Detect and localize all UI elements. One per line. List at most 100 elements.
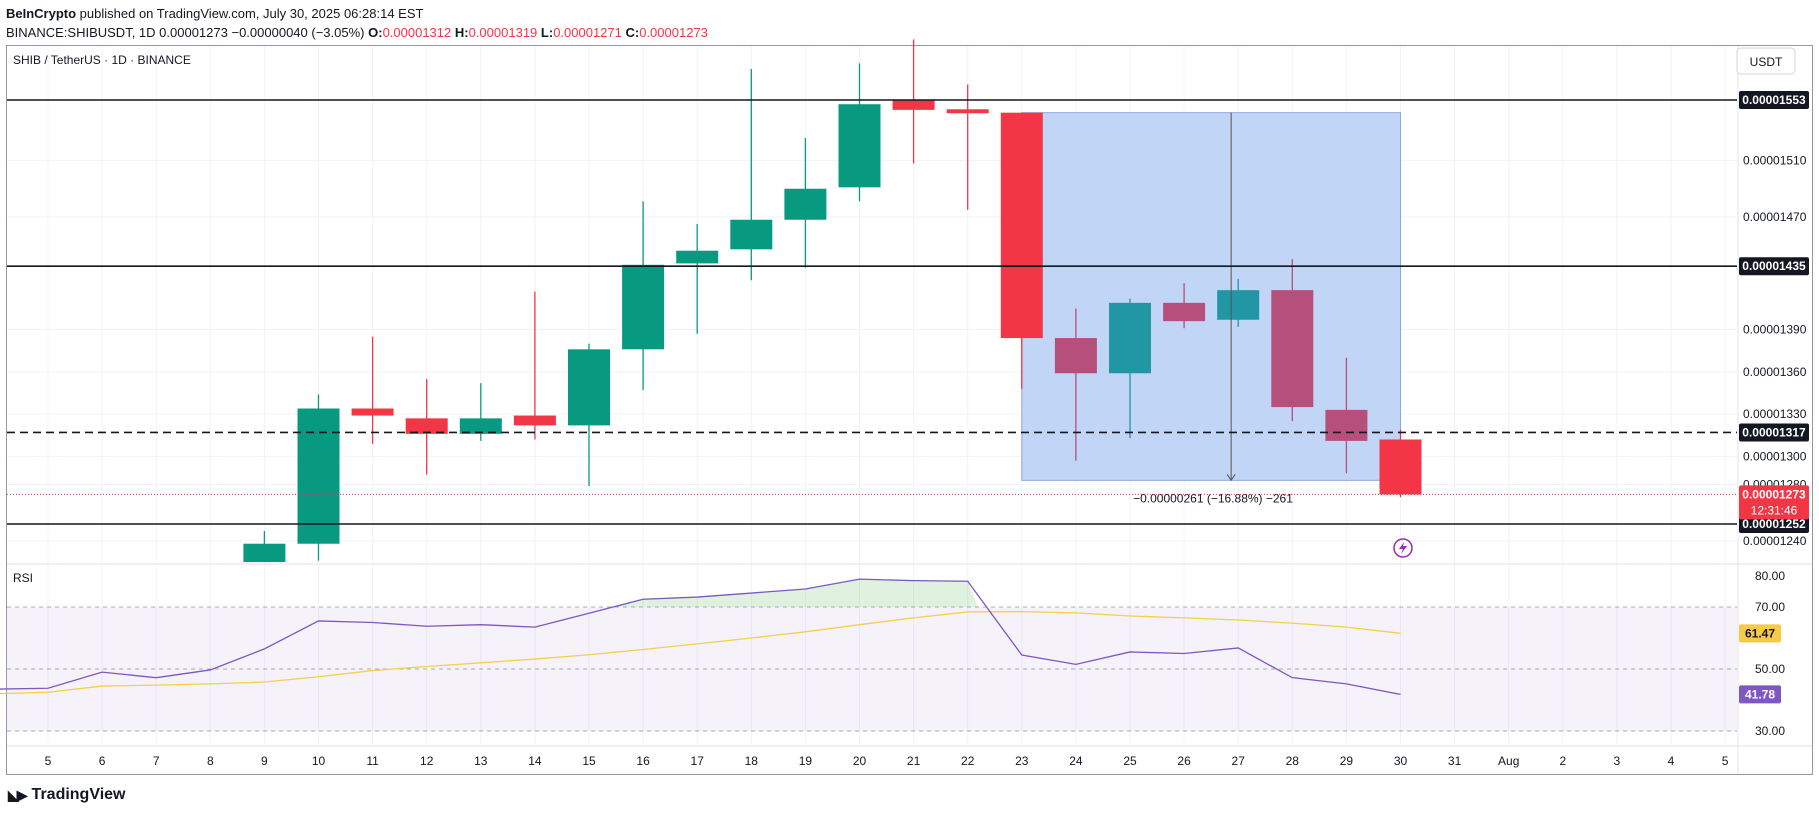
level-price-label: 0.00001252 [1742,517,1806,531]
grid-lines [7,46,1812,774]
rsi-title: RSI [13,571,33,585]
tradingview-logo[interactable]: ◣▶ TradingView [8,786,126,804]
candle-body [730,219,773,250]
candle-body [1163,302,1206,322]
high-value: 0.00001319 [468,25,538,40]
price-axis[interactable]: 0.00001510 0.00001470 0.00001390 0.00001360… [1739,91,1809,738]
candle-up [1217,278,1260,327]
rsi-tick-label: 70.00 [1755,600,1785,614]
time-tick-label: 2 [1559,754,1566,768]
open-label: O: [368,25,383,40]
time-tick-label: 8 [207,754,214,768]
publish-line: BeInCrypto published on TradingView.com,… [6,4,708,23]
publish-info: published on TradingView.com, July 30, 2… [76,6,424,21]
rsi-pane [0,578,1737,732]
level-price-tag [1739,257,1809,276]
candle-down [946,84,989,210]
time-tick-label: 16 [636,754,650,768]
ohlc-line: BINANCE:SHIBUSDT, 1D 0.00001273 −0.00000… [6,23,708,42]
time-tick-label: 18 [745,754,759,768]
time-tick-label: 12 [420,754,434,768]
time-tick-label: 10 [312,754,326,768]
candle-up [838,63,881,202]
publisher-name[interactable]: BeInCrypto [6,6,77,21]
price-tick-label: 0.00001390 [1743,323,1807,337]
candle-up [676,223,719,334]
candle-body [1271,290,1314,408]
candle-body [405,418,448,434]
candle-down [405,378,448,475]
close-value: 0.00001273 [639,25,708,40]
candle-down [1054,308,1097,461]
measure-label: −0.00000261 (−16.88%) −261 [1133,491,1293,505]
rsi-overbought-fill [613,579,978,607]
candles [243,39,1422,563]
price-tick-label: 0.00001330 [1743,407,1807,421]
time-tick-label: 13 [474,754,488,768]
level-price-label: 0.00001435 [1742,259,1806,273]
time-tick-label: 27 [1232,754,1246,768]
time-tick-label: Aug [1498,754,1519,768]
candle-up [784,138,827,268]
time-tick-label: 29 [1340,754,1354,768]
time-axis[interactable]: 5 6 7 8 9 10 11 12 13 14 15 16 17 18 19 20 21 22 23 24 25 26 2… [45,754,1729,768]
rsi-ma-line [0,610,1401,695]
chart-title: SHIB / TetherUS · 1D · BINANCE [13,53,191,67]
time-tick-label: 26 [1177,754,1191,768]
countdown-label: 12:31:46 [1751,503,1798,517]
candle-down [1163,283,1206,329]
candle-down [892,39,935,164]
candle-body [1109,302,1151,374]
candle-down [513,291,556,440]
low-value: 0.00001271 [553,25,622,40]
candle-up [730,69,773,281]
tradingview-mark-icon: ◣▶ [8,786,27,803]
level-price-label: 0.00001553 [1742,93,1806,107]
alert-bolt-icon[interactable] [1393,538,1413,558]
symbol-label: BINANCE:SHIBUSDT, 1D [6,25,156,40]
candle-body [351,408,394,416]
level-price-tag [1739,423,1809,442]
candle-body [297,408,340,544]
time-tick-label: 31 [1448,754,1462,768]
candle-up [297,394,340,561]
candle-up [243,531,286,563]
currency-button[interactable]: USDT [1736,47,1796,75]
time-tick-label: 9 [261,754,268,768]
change-text: −0.00000040 (−3.05%) [231,25,365,40]
price-tick-label: 0.00001510 [1743,154,1807,168]
time-tick-label: 5 [1722,754,1729,768]
open-value: 0.00001312 [382,25,452,40]
price-tick-label: 0.00001360 [1743,365,1807,379]
rsi-line [0,578,1401,696]
candle-body [1325,409,1368,441]
price-tick-label: 0.00001300 [1743,449,1807,463]
rsi-tick-label: 80.00 [1755,569,1785,583]
candle-body [1379,439,1422,495]
candle-body [892,100,935,110]
time-tick-label: 28 [1286,754,1300,768]
currency-label: USDT [1750,55,1783,69]
chart-frame[interactable] [6,45,1813,775]
logo-text: TradingView [31,786,126,803]
candle-down [1271,259,1314,422]
candle-body [1000,112,1043,339]
time-tick-label: 3 [1614,754,1621,768]
candle-up [1109,298,1151,439]
rsi-value-tag [1739,685,1781,704]
time-tick-label: 22 [961,754,975,768]
time-tick-label: 23 [1015,754,1029,768]
last-price-text: 0.00001273 [159,25,228,40]
candle-body [622,264,665,350]
rsi-value-label: 41.78 [1745,687,1775,701]
candle-down [1379,429,1422,498]
measure-arrow-head [1226,474,1236,482]
horizontal-levels[interactable]: −0.00000261 (−16.88%) −261 [7,99,1737,525]
time-tick-label: 25 [1123,754,1137,768]
time-tick-label: 30 [1394,754,1408,768]
price-tick-label: 0.00001240 [1743,534,1807,548]
candle-body [946,109,989,114]
candle-up [568,343,610,486]
time-tick-label: 19 [799,754,813,768]
